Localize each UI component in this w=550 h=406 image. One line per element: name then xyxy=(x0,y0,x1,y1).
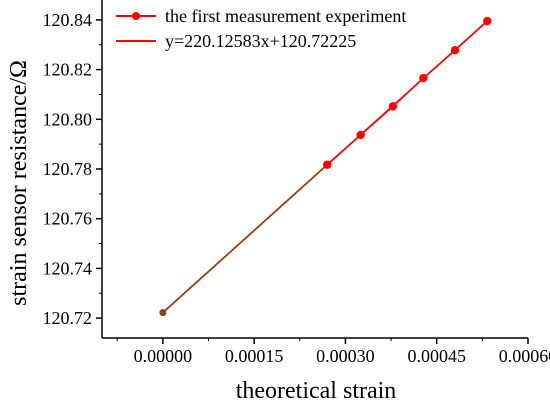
data-point xyxy=(159,309,167,317)
y-tick-label: 120.82 xyxy=(43,60,93,80)
x-tick-label: 0.00015 xyxy=(225,346,284,366)
x-tick-label: 0.00030 xyxy=(316,346,375,366)
y-tick-label: 120.78 xyxy=(43,159,93,179)
data-point xyxy=(450,46,460,55)
y-ticks: 120.72 120.74 120.76 120.78 120.80 120.82 120.… xyxy=(43,10,102,328)
legend-label-measurement: the first measurement experiment xyxy=(165,6,406,26)
overlap-segment xyxy=(162,164,328,314)
measurement-line xyxy=(326,20,488,166)
y-tick-label: 120.76 xyxy=(43,209,93,229)
y-tick-label: 120.80 xyxy=(43,109,93,129)
x-tick-label: 0.00045 xyxy=(407,346,466,366)
data-point xyxy=(388,102,398,111)
y-tick-label: 120.84 xyxy=(43,10,93,30)
x-tick-label: 0.00060 xyxy=(499,346,550,366)
data-point xyxy=(419,73,428,83)
data-point xyxy=(483,16,492,26)
legend-marker-measurement xyxy=(132,12,140,20)
x-tick-label: 0.00000 xyxy=(134,346,193,366)
data-point xyxy=(356,130,365,140)
legend-label-fit: y=220.12583x+120.72225 xyxy=(165,31,356,51)
y-tick-label: 120.72 xyxy=(43,308,93,328)
legend: the first measurement experiment y=220.1… xyxy=(116,6,406,51)
data-point xyxy=(322,160,332,169)
x-axis-label: theoretical strain xyxy=(236,378,397,404)
x-ticks: 0.00000 0.00015 0.00030 0.00045 0.00060 xyxy=(116,338,550,366)
y-axis-label: strain sensor resistance/Ω xyxy=(6,60,32,306)
plot-area xyxy=(159,16,492,317)
y-tick-label: 120.74 xyxy=(43,258,93,278)
